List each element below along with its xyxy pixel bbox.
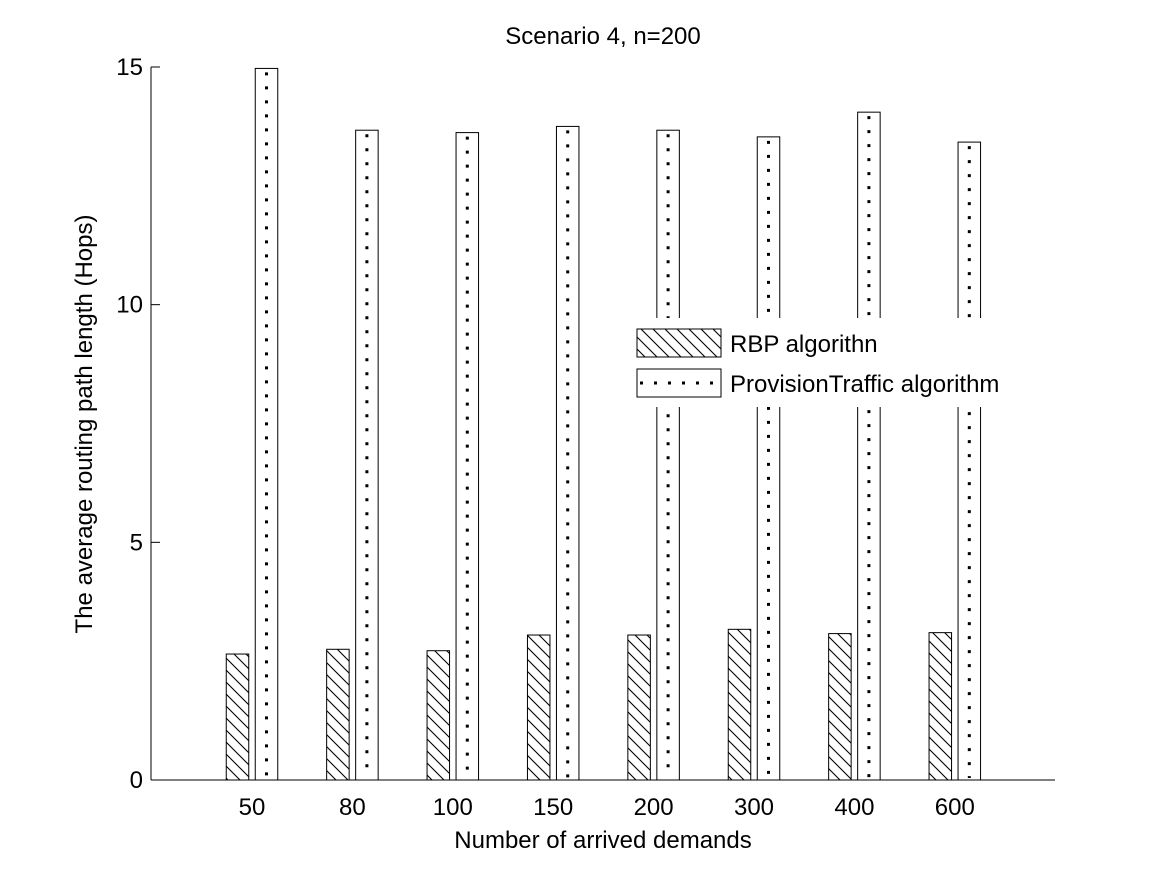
provisiontraffic-bar-50 xyxy=(254,67,279,781)
provisiontraffic-bar-80 xyxy=(355,129,379,781)
legend-swatch-rbp xyxy=(636,328,722,358)
rbp-bar-80-rect xyxy=(326,648,350,781)
rbp-bar-50-rect xyxy=(225,653,250,781)
rbp-bar-80 xyxy=(326,648,350,781)
rbp-bar-100-rect xyxy=(426,650,451,781)
provisiontraffic-bar-100 xyxy=(455,132,480,781)
provisiontraffic-bar-150 xyxy=(555,125,580,781)
provisiontraffic-bar-400-rect xyxy=(857,111,881,781)
rbp-bar-600-rect xyxy=(928,632,953,781)
rbp-bar-400 xyxy=(828,633,852,781)
plot-area xyxy=(225,67,982,781)
provisiontraffic-bar-400 xyxy=(857,111,881,781)
y-axis-label: The average routing path length (Hops) xyxy=(71,215,98,634)
legend-label-provisiontraffic: ProvisionTraffic algorithm xyxy=(730,371,999,398)
x-tick-label-600: 600 xyxy=(935,794,975,821)
rbp-bar-150-rect xyxy=(526,634,551,781)
axes: 0 5 10 15 50 80 100 150 200 300 400 600 xyxy=(116,54,1055,821)
rbp-bar-200 xyxy=(627,634,651,781)
rbp-bar-300 xyxy=(727,628,752,781)
provisiontraffic-bar-600 xyxy=(957,141,982,781)
y-tick-label-10: 10 xyxy=(116,292,143,319)
legend-swatch-provisiontraffic xyxy=(636,368,722,398)
rbp-bar-200-rect xyxy=(627,634,651,781)
rbp-bar-150 xyxy=(526,634,551,781)
x-tick-label-200: 200 xyxy=(634,794,674,821)
provisiontraffic-bar-600-rect xyxy=(957,141,982,781)
x-tick-label-400: 400 xyxy=(834,794,874,821)
rbp-bar-400-rect xyxy=(828,633,852,781)
x-tick-label-150: 150 xyxy=(533,794,573,821)
rbp-bar-50 xyxy=(225,653,250,781)
x-tick-label-50: 50 xyxy=(239,794,266,821)
x-tick-label-300: 300 xyxy=(734,794,774,821)
legend-item-provisiontraffic: ProvisionTraffic algorithm xyxy=(636,368,999,398)
provisiontraffic-bar-300-rect xyxy=(756,136,781,781)
rbp-bar-600 xyxy=(928,632,953,781)
rbp-bar-100 xyxy=(426,650,451,781)
rbp-bar-300-rect xyxy=(727,628,752,781)
x-tick-label-80: 80 xyxy=(339,794,366,821)
x-axis-label: Number of arrived demands xyxy=(454,827,751,854)
x-tick-label-100: 100 xyxy=(433,794,473,821)
provisiontraffic-bar-200 xyxy=(656,129,680,781)
y-tick-label-5: 5 xyxy=(130,529,143,556)
chart-title: Scenario 4, n=200 xyxy=(505,23,700,50)
provisiontraffic-bar-300 xyxy=(756,136,781,781)
legend: RBP algorithn ProvisionTraffic algorithm xyxy=(624,318,1054,407)
y-tick-label-0: 0 xyxy=(130,767,143,794)
legend-label-rbp: RBP algorithn xyxy=(730,331,878,358)
y-tick-label-15: 15 xyxy=(116,54,143,81)
legend-item-rbp: RBP algorithn xyxy=(636,328,878,358)
